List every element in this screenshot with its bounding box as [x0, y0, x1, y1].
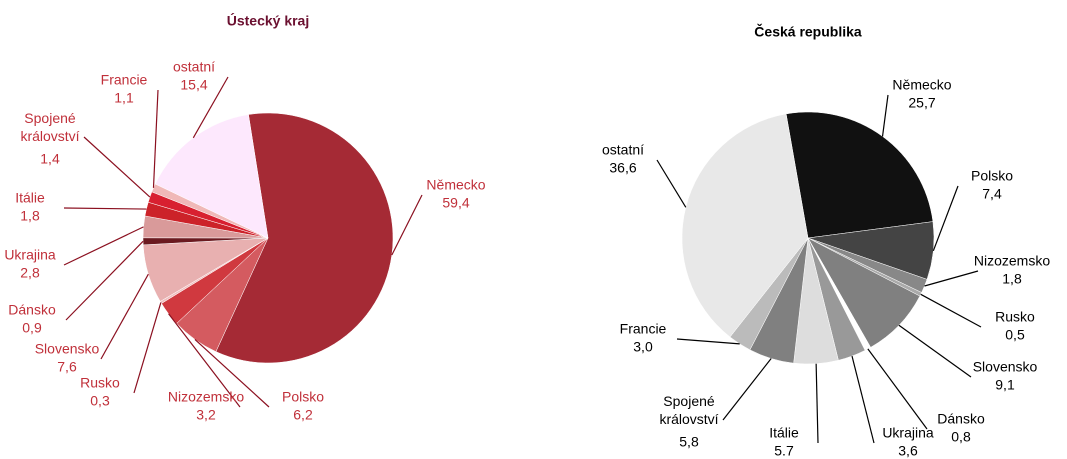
leader-line — [920, 293, 982, 328]
value-label: 59,4 — [442, 195, 469, 211]
slice-label: Itálie — [769, 425, 799, 441]
slice-label: ostatní — [173, 59, 215, 75]
leader-line — [192, 76, 229, 139]
slice-label: Nizozemsko — [974, 253, 1050, 269]
value-label: 0,8 — [951, 429, 971, 445]
value-label: 3,6 — [898, 443, 918, 459]
slice-label: Ukrajina — [882, 425, 934, 441]
label-line: Spojené — [24, 110, 76, 126]
slice-label: Německo — [426, 177, 485, 193]
leader-line — [63, 207, 147, 210]
leader-line — [391, 194, 423, 256]
value-label: 1,4 — [40, 151, 60, 167]
leader-line — [194, 338, 270, 408]
value-label: 1,8 — [20, 208, 40, 224]
value-label: 15,4 — [180, 77, 207, 93]
pie-slice — [154, 114, 269, 239]
value-label: 7,6 — [57, 359, 77, 375]
pie-slice — [215, 112, 394, 364]
value-label: 6,2 — [293, 407, 313, 423]
label-line: Spojené — [663, 393, 715, 409]
leader-line — [932, 185, 959, 252]
slice-label: Francie — [101, 72, 148, 88]
chart-title: Česká republika — [754, 23, 862, 40]
leader-line — [851, 355, 875, 444]
leader-line — [656, 159, 687, 208]
value-label: 1,8 — [1002, 271, 1022, 287]
slice-label: Nizozemsko — [168, 389, 244, 405]
slice-label: Itálie — [15, 190, 45, 206]
value-label: 3,2 — [196, 407, 216, 423]
value-label: 36,6 — [609, 160, 636, 176]
slice-label: Francie — [620, 321, 667, 337]
leader-line — [133, 302, 162, 394]
value-label: 25,7 — [908, 95, 935, 111]
pie-slice — [681, 113, 809, 338]
leader-line — [65, 240, 144, 321]
slice-label: Slovensko — [973, 359, 1038, 375]
slice-label: Dánsko — [8, 302, 56, 318]
slice-label: Polsko — [282, 389, 324, 405]
slice-label: Rusko — [995, 309, 1035, 325]
value-label: 5,8 — [679, 434, 699, 450]
label-line: království — [659, 411, 718, 427]
leader-line — [168, 313, 241, 408]
value-label: 3,0 — [633, 339, 653, 355]
pie-slice — [785, 111, 934, 239]
value-label: 1,1 — [114, 90, 134, 106]
label-line: království — [20, 128, 79, 144]
value-label: 7,4 — [982, 186, 1002, 202]
leader-line — [722, 358, 772, 421]
slice-label: ostatní — [602, 142, 644, 158]
slice-label: Slovensko — [35, 341, 100, 357]
value-label: 0,3 — [90, 393, 110, 409]
leader-line — [83, 136, 151, 198]
value-label: 0,5 — [1005, 327, 1025, 343]
value-label: 5.7 — [774, 443, 794, 459]
slice-label: Polsko — [971, 168, 1013, 184]
leader-line — [152, 89, 159, 188]
leader-line — [815, 363, 819, 444]
leader-line — [898, 324, 972, 378]
leader-line — [63, 226, 144, 266]
leader-line — [924, 270, 979, 287]
slice-label: Ukrajina — [4, 247, 56, 263]
slice-label: Rusko — [80, 375, 120, 391]
slice-label: Spojené království — [20, 110, 79, 144]
leader-line — [867, 348, 928, 430]
value-label: 9,1 — [995, 377, 1015, 393]
leader-line — [881, 94, 889, 137]
chart-title: Ústecký kraj — [227, 12, 310, 29]
leader-line — [676, 338, 740, 345]
value-label: 2,8 — [20, 265, 40, 281]
slice-label: Dánsko — [937, 411, 985, 427]
slice-label: Spojené království — [659, 393, 718, 427]
leader-line — [100, 273, 149, 360]
slice-label: Německo — [892, 77, 951, 93]
value-label: 0,9 — [22, 320, 42, 336]
